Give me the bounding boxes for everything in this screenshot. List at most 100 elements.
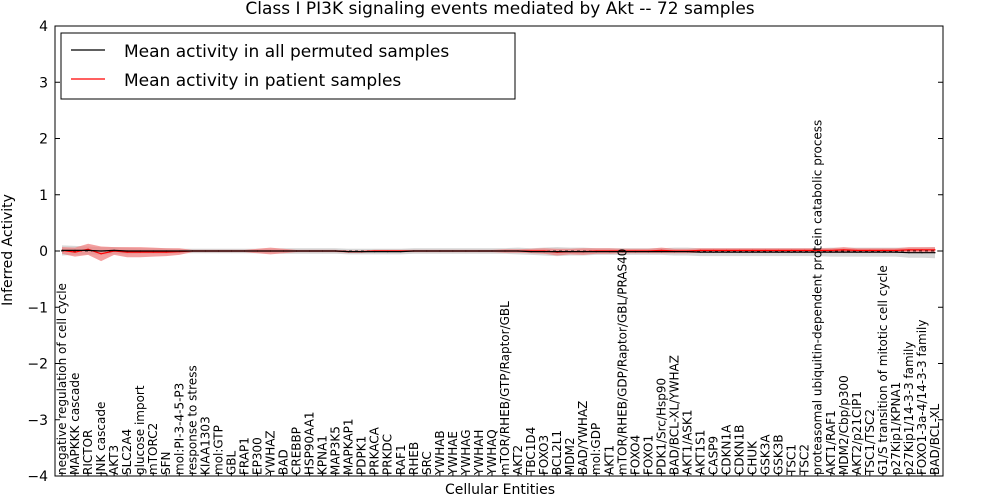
data-point-permuted <box>908 252 910 254</box>
data-point-permuted <box>517 250 519 252</box>
y-tick-label: 4 <box>39 19 48 35</box>
data-point-patient <box>699 249 702 251</box>
data-point-permuted <box>621 251 623 253</box>
category-label: BCL2L1 <box>550 430 564 475</box>
data-point-permuted <box>699 251 702 253</box>
data-point-permuted <box>634 251 636 253</box>
data-point-patient <box>908 249 910 251</box>
category-label: SRC <box>420 451 434 475</box>
data-point-patient <box>804 249 806 251</box>
category-label: MDM2 <box>563 437 577 475</box>
data-point-permuted <box>569 251 571 253</box>
category-label: CREBBP <box>290 427 304 475</box>
data-point-patient <box>830 249 832 251</box>
data-point-permuted <box>465 250 467 252</box>
category-label: RAF1 <box>394 444 408 475</box>
data-point-permuted <box>869 251 871 253</box>
category-label: RICTOR <box>81 430 95 475</box>
category-label: MDM2/Cbp/p300 <box>837 375 851 475</box>
data-point-patient <box>778 249 780 251</box>
category-label: YWHAG <box>459 429 473 476</box>
data-point-permuted <box>478 250 480 252</box>
data-point-permuted <box>361 251 363 253</box>
category-label: FOXO1-3a-4/14-3-3 family <box>915 320 929 476</box>
category-label: PRKACA <box>368 426 382 475</box>
category-label: FOXO1 <box>641 435 655 475</box>
category-label: AKT1/RAF1 <box>824 410 838 475</box>
series-lines <box>61 248 936 255</box>
category-label: FOXO4 <box>628 435 642 475</box>
category-label: BAD <box>277 449 291 475</box>
data-point-permuted <box>608 251 610 253</box>
data-point-permuted <box>843 251 845 253</box>
category-label: GBL <box>224 450 238 475</box>
category-label: proteasomal ubiquitin-dependent protein … <box>811 120 825 475</box>
plot-frame <box>54 25 944 477</box>
category-label: JNK cascade <box>94 402 108 476</box>
legend-label-patient: Mean activity in patient samples <box>124 71 401 91</box>
category-label: AKT1 <box>602 445 616 475</box>
data-point-permuted <box>491 250 493 252</box>
data-point-patient <box>921 249 923 251</box>
data-point-permuted <box>426 250 428 252</box>
data-point-patient <box>165 251 167 253</box>
data-point-permuted <box>191 250 193 252</box>
data-point-permuted <box>269 250 272 252</box>
data-point-permuted <box>817 251 819 253</box>
category-label: GSK3A <box>759 434 773 475</box>
y-tick-label: −3 <box>27 413 48 429</box>
category-label: mTOR/RHEB/GTP/Raptor/GBL <box>498 301 512 475</box>
data-point-permuted <box>830 251 832 253</box>
data-point-permuted <box>739 251 741 253</box>
data-point-permuted <box>582 251 584 253</box>
data-point-permuted <box>230 250 232 252</box>
data-point-permuted <box>335 250 337 252</box>
data-point-permuted <box>256 250 258 252</box>
data-point-permuted <box>804 251 806 253</box>
category-label: glucose import <box>133 385 147 475</box>
category-label: KPNA1 <box>316 435 330 475</box>
data-point-patient <box>139 251 141 253</box>
data-point-patient <box>934 249 936 251</box>
data-point-permuted <box>504 250 506 252</box>
y-tick-label: 3 <box>39 75 48 91</box>
data-point-patient <box>87 248 89 250</box>
data-point-permuted <box>243 250 245 252</box>
category-label: YWHAE <box>446 431 460 476</box>
data-point-permuted <box>322 250 324 252</box>
category-label: RHEB <box>407 442 421 475</box>
data-point-permuted <box>113 249 115 251</box>
chart-title: Class I PI3K signaling events mediated b… <box>245 0 754 19</box>
data-point-permuted <box>126 250 128 252</box>
legend-label-permuted: Mean activity in all permuted samples <box>124 42 449 62</box>
data-point-permuted <box>374 251 376 253</box>
y-tick-label: −1 <box>27 300 48 316</box>
category-label: TSC1 <box>785 444 799 476</box>
y-tick-label: −2 <box>27 357 48 373</box>
data-point-permuted <box>686 251 689 253</box>
category-label: MAPKAP1 <box>342 418 356 475</box>
data-point-patient <box>660 249 663 251</box>
data-point-permuted <box>778 251 780 253</box>
data-point-permuted <box>921 252 923 254</box>
data-point-permuted <box>61 249 63 251</box>
data-point-permuted <box>100 250 102 252</box>
category-label: G1/S transition of mitotic cell cycle <box>876 265 890 475</box>
data-point-permuted <box>139 250 141 252</box>
category-label: EP300 <box>250 437 264 475</box>
data-point-patient <box>712 249 715 251</box>
confidence-bands <box>62 243 935 262</box>
data-point-permuted <box>895 251 897 253</box>
category-label: TSC1/TSC2 <box>863 409 877 476</box>
data-point-permuted <box>295 250 298 252</box>
category-label: mol:GDP <box>589 423 603 475</box>
data-point-permuted <box>439 250 441 252</box>
category-label: BAD/BCL-XL/YWHAZ <box>667 355 681 475</box>
category-label: MAP3K5 <box>329 426 343 475</box>
data-point-permuted <box>725 251 728 253</box>
category-label: KIAA1303 <box>198 416 212 475</box>
data-point-permuted <box>282 250 285 252</box>
category-label: mTOR/RHEB/GDP/Raptor/GBL/PRAS40 <box>615 249 629 475</box>
category-label: PDPK1 <box>355 436 369 475</box>
data-point-permuted <box>387 251 389 253</box>
